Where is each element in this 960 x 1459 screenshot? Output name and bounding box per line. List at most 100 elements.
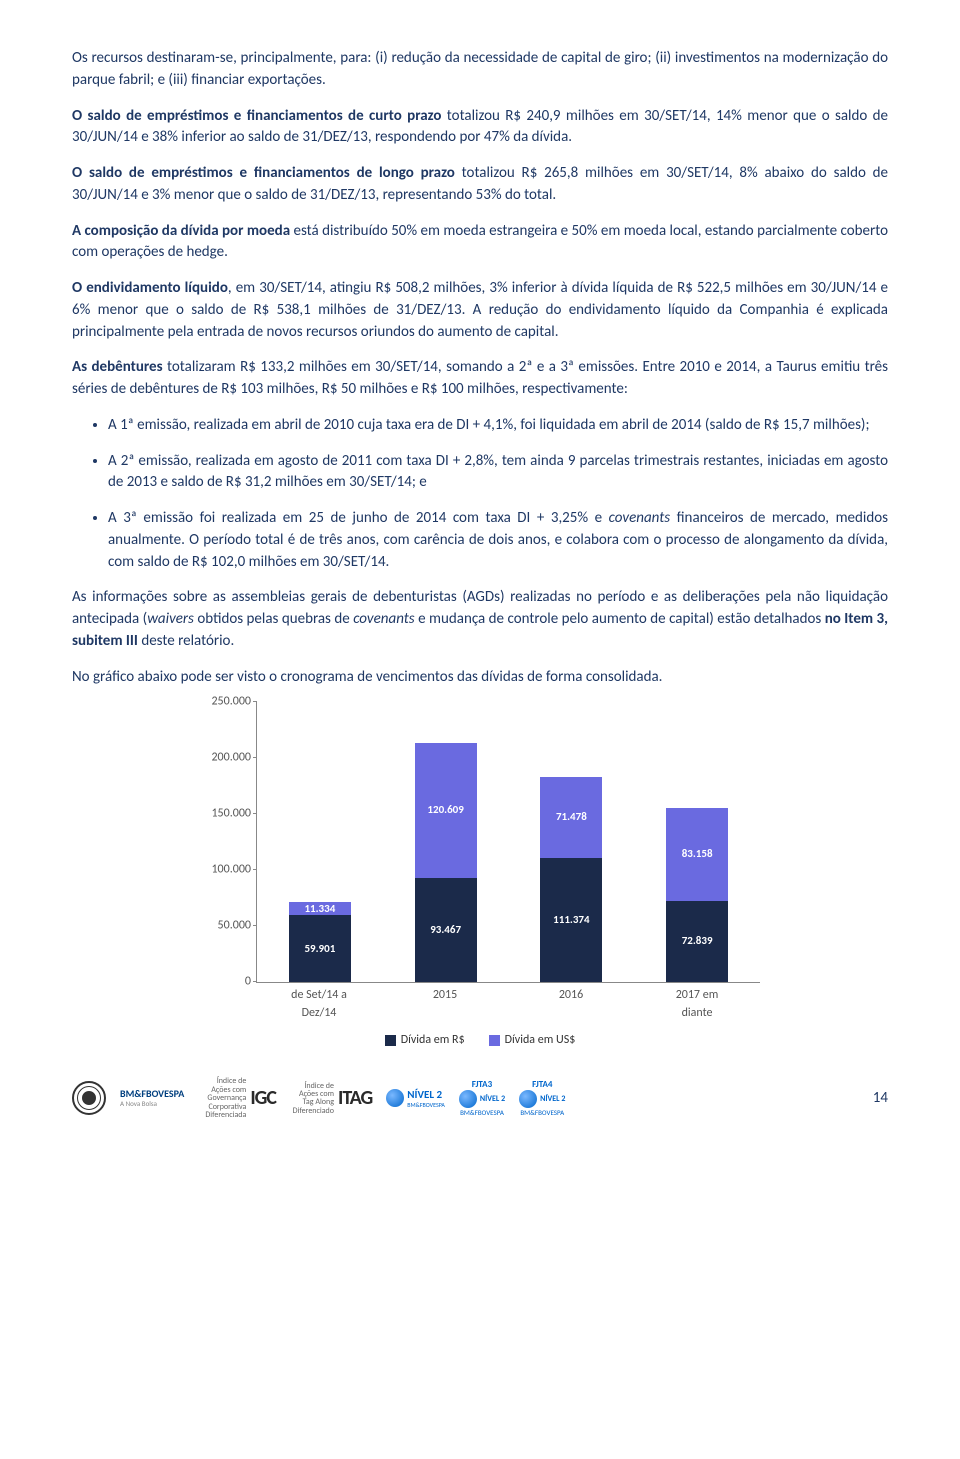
nivel2-text: NÍVEL 2	[407, 1088, 445, 1101]
bovespa-sub: A Nova Bolsa	[120, 1100, 184, 1107]
chart-bar-value: 83.158	[666, 846, 728, 862]
text: totalizaram R$ 133,2 milhões em 30/SET/1…	[72, 358, 888, 398]
list-item: A 1ª emissão, realizada em abril de 2010…	[108, 415, 888, 437]
globe-icon	[519, 1090, 537, 1108]
chart-bar-value: 59.901	[289, 941, 351, 957]
fjta3-badge: FJTA3 NÍVEL 2 BM&FBOVESPA	[459, 1079, 505, 1117]
chart-bar-value: 120.609	[415, 802, 477, 818]
chart-bar-segment-usd: 83.158	[666, 808, 728, 901]
chart-ytick-mark	[253, 869, 257, 870]
fjta4-text: FJTA4	[532, 1079, 552, 1090]
globe-icon	[459, 1090, 477, 1108]
igc-logo: Índice de Ações com Governança Corporati…	[198, 1077, 276, 1119]
igc-pretext: Índice de Ações com Governança Corporati…	[198, 1077, 246, 1119]
chart-xlabel: de Set/14 a Dez/14	[288, 987, 350, 1022]
bold-lead: A composição da dívida por moeda	[72, 222, 290, 240]
text: obtidos pelas quebras de	[194, 610, 353, 628]
bold-lead: O saldo de empréstimos e financiamentos …	[72, 107, 441, 125]
list-item: A 3ª emissão foi realizada em 25 de junh…	[108, 508, 888, 573]
chart-x-labels: de Set/14 a Dez/14 2015 2016 2017 em diante	[256, 983, 760, 1022]
italic: waivers	[147, 610, 194, 628]
chart-ytick: 50.000	[201, 918, 251, 935]
globe-icon	[386, 1089, 404, 1107]
text: e mudança de controle pelo aumento de ca…	[415, 610, 825, 628]
chart-bar-segment-rs: 59.901	[289, 915, 351, 982]
chart-ytick-mark	[253, 981, 257, 982]
nivel2-text: NÍVEL 2	[480, 1094, 505, 1104]
paragraph: O saldo de empréstimos e financiamentos …	[72, 106, 888, 150]
chart-ytick: 200.000	[201, 750, 251, 767]
page-footer: BM&FBOVESPA A Nova Bolsa Índice de Ações…	[0, 1069, 960, 1139]
chart-ytick-mark	[253, 701, 257, 702]
legend-swatch-icon	[385, 1035, 396, 1046]
chart-container: 59.901 11.334 93.467 120.609 111.374 71.478 72…	[72, 702, 888, 1049]
chart-bar-value: 72.839	[666, 933, 728, 949]
chart-bar-group: 59.901 11.334	[289, 902, 351, 982]
chart-xlabel: 2016	[540, 987, 602, 1022]
itag-logo: Índice de Ações com Tag Along Diferencia…	[290, 1082, 372, 1116]
chart-legend-item: Dívida em R$	[385, 1032, 465, 1049]
chart-ytick: 100.000	[201, 862, 251, 879]
chart-ytick: 0	[201, 974, 251, 991]
chart-bar-value: 111.374	[540, 912, 602, 928]
bold-lead: O saldo de empréstimos e financiamentos …	[72, 164, 455, 182]
nivel2-sub: BM&FBOVESPA	[407, 1101, 445, 1109]
paragraph: O endividamento líquido, em 30/SET/14, a…	[72, 278, 888, 343]
paragraph: As informações sobre as assembleias gera…	[72, 587, 888, 652]
chart-bar-segment-rs: 72.839	[666, 901, 728, 983]
chart-legend: Dívida em R$ Dívida em US$	[200, 1032, 760, 1049]
chart-ytick-mark	[253, 757, 257, 758]
fjta4-badge: FJTA4 NÍVEL 2 BM&FBOVESPA	[519, 1079, 565, 1117]
paragraph: As debêntures totalizaram R$ 133,2 milhõ…	[72, 357, 888, 401]
italic: covenants	[609, 509, 670, 527]
text: A 3ª emissão foi realizada em 25 de junh…	[108, 509, 609, 527]
legend-swatch-icon	[489, 1035, 500, 1046]
chart-bar-group: 72.839 83.158	[666, 808, 728, 983]
list-item: A 2ª emissão, realizada em agosto de 201…	[108, 451, 888, 495]
paragraph: O saldo de empréstimos e financiamentos …	[72, 163, 888, 207]
chart-ytick-mark	[253, 925, 257, 926]
italic: covenants	[353, 610, 414, 628]
chart-bar-segment-rs: 111.374	[540, 858, 602, 983]
text: deste relatório.	[138, 632, 234, 650]
legend-label: Dívida em US$	[505, 1032, 576, 1049]
fjta3-text: FJTA3	[472, 1079, 492, 1090]
igc-text: IGC	[250, 1088, 276, 1109]
chart-xlabel: 2017 em diante	[666, 987, 728, 1022]
bullet-list: A 1ª emissão, realizada em abril de 2010…	[72, 415, 888, 574]
chart-bar-value: 93.467	[415, 922, 477, 938]
chart-bar-segment-usd: 11.334	[289, 902, 351, 915]
nivel2-badge: NÍVEL 2 BM&FBOVESPA	[386, 1088, 445, 1109]
chart-bar-value: 11.334	[289, 901, 351, 917]
paragraph: No gráfico abaixo pode ser visto o crono…	[72, 667, 888, 689]
page-body: Os recursos destinaram-se, principalment…	[0, 0, 960, 1069]
bovespa-logo: BM&FBOVESPA A Nova Bolsa	[120, 1089, 184, 1107]
chart-bar-value: 71.478	[540, 810, 602, 826]
bold-lead: O endividamento líquido	[72, 279, 228, 297]
page-number: 14	[873, 1089, 888, 1107]
chart-ytick-mark	[253, 813, 257, 814]
legend-label: Dívida em R$	[401, 1032, 465, 1049]
footer-logos: BM&FBOVESPA A Nova Bolsa Índice de Ações…	[72, 1077, 565, 1119]
paragraph: Os recursos destinaram-se, principalment…	[72, 48, 888, 92]
chart-bar-segment-rs: 93.467	[415, 878, 477, 983]
fjta-sub: BM&FBOVESPA	[460, 1108, 504, 1117]
chart-ytick: 250.000	[201, 694, 251, 711]
taurus-logo-icon	[72, 1081, 106, 1115]
chart-plot-area: 59.901 11.334 93.467 120.609 111.374 71.478 72…	[256, 702, 760, 983]
fjta-sub: BM&FBOVESPA	[520, 1108, 564, 1117]
chart-ytick: 150.000	[201, 806, 251, 823]
chart-bars: 59.901 11.334 93.467 120.609 111.374 71.478 72…	[257, 702, 760, 982]
nivel2-text: NÍVEL 2	[540, 1094, 565, 1104]
chart-bar-segment-usd: 120.609	[415, 743, 477, 878]
chart-bar-group: 93.467 120.609	[415, 743, 477, 983]
chart-legend-item: Dívida em US$	[489, 1032, 576, 1049]
chart-bar-group: 111.374 71.478	[540, 777, 602, 982]
itag-pretext: Índice de Ações com Tag Along Diferencia…	[290, 1082, 334, 1116]
itag-text: ITAG	[338, 1088, 372, 1109]
chart-bar-segment-usd: 71.478	[540, 777, 602, 857]
bold-lead: As debêntures	[72, 358, 163, 376]
debt-schedule-chart: 59.901 11.334 93.467 120.609 111.374 71.478 72…	[200, 702, 760, 1049]
paragraph: A composição da dívida por moeda está di…	[72, 221, 888, 265]
chart-xlabel: 2015	[414, 987, 476, 1022]
